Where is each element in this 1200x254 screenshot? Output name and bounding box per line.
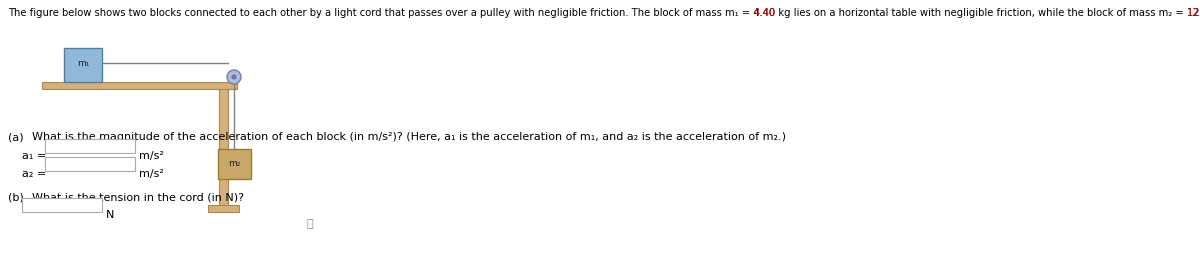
Bar: [22, 198, 102, 212]
Text: a₂ =: a₂ =: [22, 169, 47, 179]
Text: a₁ =: a₁ =: [22, 151, 47, 161]
Text: 4.40: 4.40: [754, 8, 775, 18]
Text: 12.0: 12.0: [1187, 8, 1200, 18]
Bar: [46, 157, 134, 171]
Circle shape: [232, 75, 236, 79]
Text: The figure below shows two blocks connected to each other by a light cord that p: The figure below shows two blocks connec…: [8, 8, 1200, 18]
Text: N: N: [106, 210, 114, 220]
Text: m₂: m₂: [228, 158, 240, 167]
Bar: [208, 205, 239, 212]
Text: m/s²: m/s²: [139, 151, 164, 161]
Text: m/s²: m/s²: [139, 169, 164, 179]
Bar: [46, 139, 134, 153]
Text: (a): (a): [8, 132, 24, 142]
Bar: [64, 48, 102, 82]
Bar: [42, 82, 238, 89]
Text: ⓘ: ⓘ: [307, 219, 313, 229]
Text: m₁: m₁: [77, 59, 89, 69]
Circle shape: [227, 70, 241, 84]
Text: What is the magnitude of the acceleration of each block (in m/s²)? (Here, a₁ is : What is the magnitude of the acceleratio…: [25, 132, 786, 142]
Text: (b): (b): [8, 192, 24, 202]
Text: What is the tension in the cord (in N)?: What is the tension in the cord (in N)?: [25, 192, 244, 202]
Bar: [220, 89, 228, 212]
Bar: [217, 149, 251, 179]
